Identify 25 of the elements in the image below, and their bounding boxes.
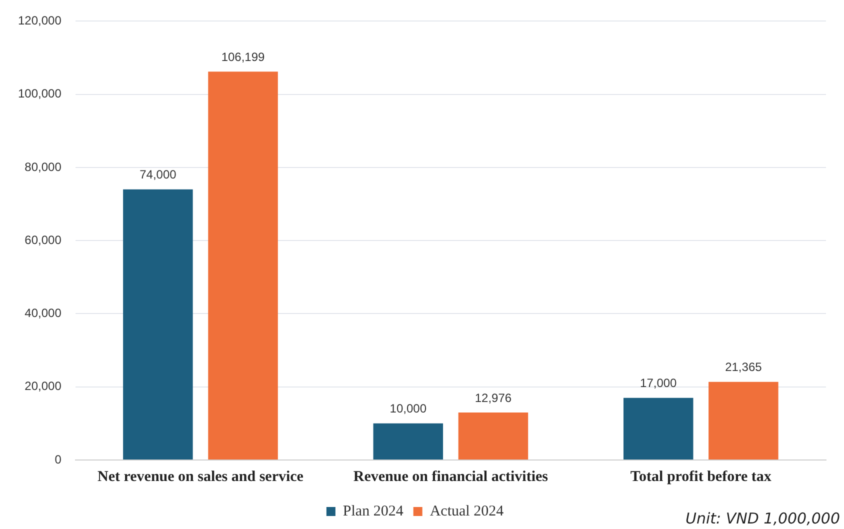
y-tick-label: 60,000 [24,232,62,247]
bar [373,423,444,460]
y-tick-label: 0 [54,452,62,466]
bar [458,412,528,460]
bar [208,72,278,460]
legend-label: Actual 2024 [430,503,504,520]
text: Unit: VND 1,000,000 [686,509,840,528]
data-label: 74,000 [140,168,177,182]
data-label: 17,000 [640,376,678,390]
y-tick-label: 120,000 [18,14,62,28]
x-tick-label: Total profit before tax [630,468,772,485]
bar [623,398,694,460]
y-tick-label: 100,000 [18,86,62,101]
data-label: 106,199 [221,50,266,64]
y-tick-label: 40,000 [24,306,62,320]
legend-label: Plan 2024 [342,503,404,520]
y-tick-label: 20,000 [24,379,62,394]
y-tick-label: 80,000 [24,160,62,174]
data-label: 10,000 [390,402,427,416]
data-label: 21,365 [725,360,762,374]
data-label: 12,976 [474,390,512,405]
bar [123,189,193,460]
bar [708,382,778,460]
x-tick-label: Revenue on financial activities [353,468,548,485]
x-tick-label: Net revenue on sales and service [98,468,304,485]
